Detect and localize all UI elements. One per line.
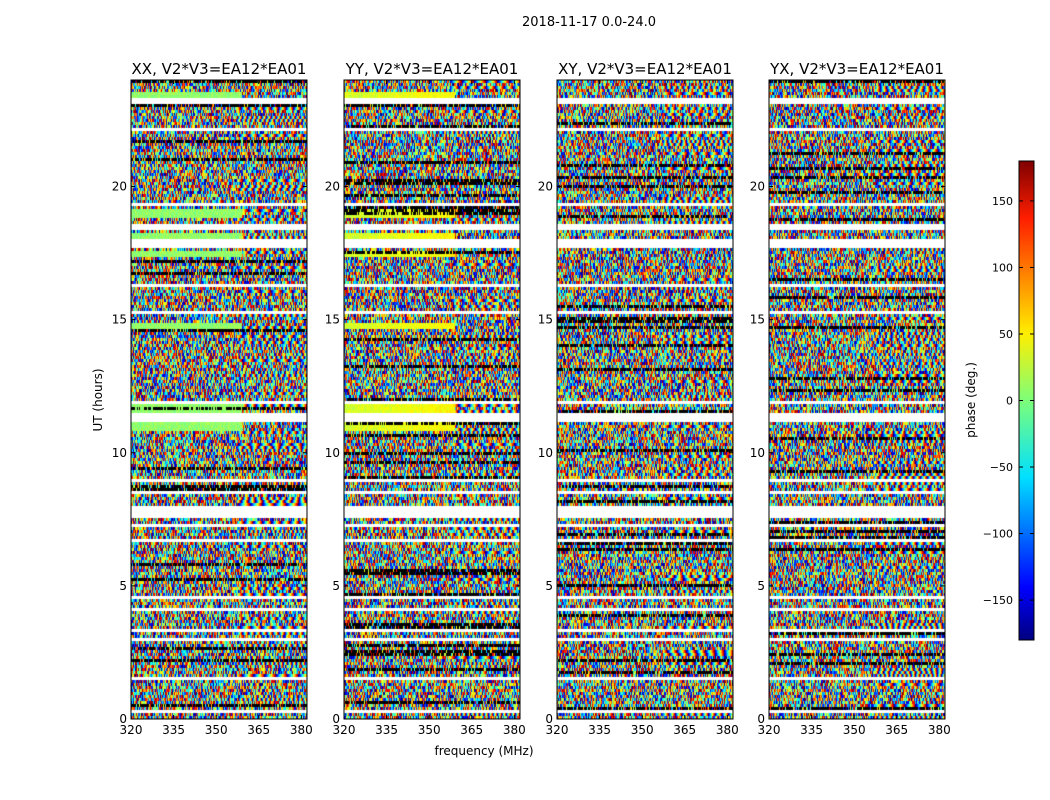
y-tick-label: 0 <box>545 712 553 726</box>
figure-title: 2018-11-17 0.0-24.0 <box>522 15 656 30</box>
x-tick-label: 380 <box>503 723 526 737</box>
x-tick-label: 335 <box>375 723 398 737</box>
panel-frame <box>556 79 734 720</box>
y-tick-label: 15 <box>325 313 340 327</box>
x-tick-label: 365 <box>885 723 908 737</box>
y-tick-label: 20 <box>538 180 553 194</box>
phase-heatmap <box>131 80 307 719</box>
y-tick-label: 10 <box>112 446 127 460</box>
x-tick-label: 320 <box>546 723 569 737</box>
y-tick-label: 5 <box>757 579 765 593</box>
panel-title: XX, V2*V3=EA12*EA01 <box>132 60 307 78</box>
x-tick-label: 335 <box>162 723 185 737</box>
phase-heatmap <box>557 80 733 719</box>
phase-heatmap <box>769 80 945 719</box>
x-tick-label: 365 <box>247 723 270 737</box>
x-tick-label: 380 <box>928 723 951 737</box>
y-tick-label: 10 <box>538 446 553 460</box>
y-tick-label: 5 <box>545 579 553 593</box>
colorbar-tick-label: −50 <box>990 461 1013 474</box>
colorbar-label: phase (deg.) <box>964 362 978 438</box>
panel-4: YX, V2*V3=EA12*EA01 320 335 350 365 380 0 5 10 15… <box>750 60 951 737</box>
x-tick-label: 320 <box>120 723 143 737</box>
panel-title: YY, V2*V3=EA12*EA01 <box>345 60 519 78</box>
panel-2: YY, V2*V3=EA12*EA01 320 335 350 365 380 0 5 10 15… <box>325 60 526 737</box>
y-tick-label: 20 <box>325 180 340 194</box>
x-tick-label: 365 <box>460 723 483 737</box>
panel-frame <box>768 79 946 720</box>
panel-1: XX, V2*V3=EA12*EA01 320 335 350 365 380 0 5 10 15… <box>112 60 313 737</box>
panel-title: YX, V2*V3=EA12*EA01 <box>769 60 944 78</box>
colorbar-tick-label: 50 <box>999 328 1013 341</box>
panel-3: XY, V2*V3=EA12*EA01 320 335 350 365 380 0 5 10 15… <box>538 60 739 737</box>
colorbar-tick-label: −100 <box>983 528 1013 541</box>
y-tick-label: 15 <box>538 313 553 327</box>
colorbar-tick-label: 100 <box>992 261 1013 274</box>
y-tick-label: 15 <box>750 313 765 327</box>
y-tick-label: 10 <box>750 446 765 460</box>
colorbar-tick-label: 0 <box>1006 395 1013 408</box>
colorbar: −150 −100 −50 0 50 100 150 phase (deg.) <box>964 160 1035 641</box>
colorbar-tick-label: 150 <box>992 195 1013 208</box>
y-tick-label: 20 <box>750 180 765 194</box>
panels: XX, V2*V3=EA12*EA01 320 335 350 365 380 0 5 10 15… <box>112 60 951 737</box>
y-tick-label: 20 <box>112 180 127 194</box>
x-tick-label: 320 <box>758 723 781 737</box>
panel-title: XY, V2*V3=EA12*EA01 <box>558 60 732 78</box>
x-tick-label: 320 <box>333 723 356 737</box>
y-axis-label: UT (hours) <box>91 368 105 431</box>
x-tick-label: 350 <box>205 723 228 737</box>
panel-frame <box>343 79 521 720</box>
y-tick-label: 0 <box>332 712 340 726</box>
x-tick-label: 350 <box>843 723 866 737</box>
y-tick-label: 5 <box>119 579 127 593</box>
y-tick-label: 0 <box>119 712 127 726</box>
x-tick-label: 335 <box>800 723 823 737</box>
y-tick-label: 5 <box>332 579 340 593</box>
x-tick-label: 350 <box>418 723 441 737</box>
phase-heatmap <box>344 80 520 719</box>
colorbar-ticks: −150 −100 −50 0 50 100 150 <box>983 195 1034 607</box>
x-tick-label: 350 <box>631 723 654 737</box>
x-tick-label: 380 <box>290 723 313 737</box>
y-tick-label: 0 <box>757 712 765 726</box>
y-tick-label: 15 <box>112 313 127 327</box>
y-tick-label: 10 <box>325 446 340 460</box>
panel-frame <box>130 79 308 720</box>
x-tick-label: 380 <box>716 723 739 737</box>
colorbar-tick-label: −150 <box>983 594 1013 607</box>
x-tick-label: 335 <box>588 723 611 737</box>
x-tick-label: 365 <box>673 723 696 737</box>
x-axis-label: frequency (MHz) <box>434 744 533 758</box>
